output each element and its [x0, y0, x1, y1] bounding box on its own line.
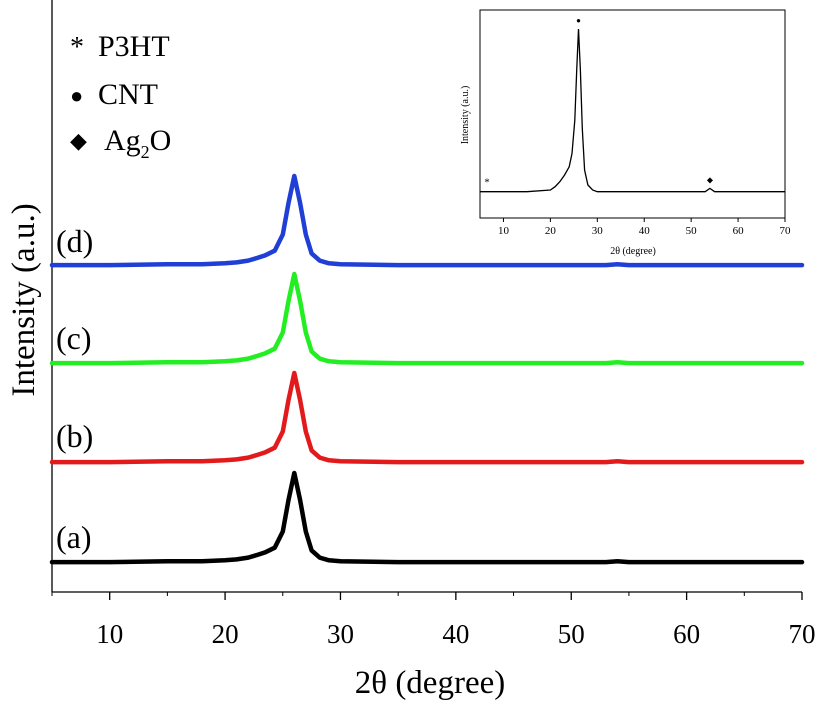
series-label-2: (b)	[56, 418, 93, 454]
series-line-2	[49, 370, 805, 465]
inset-peak-marker-1: *	[484, 177, 490, 189]
main-x-tick-label: 40	[442, 619, 469, 649]
series-label-3: (c)	[56, 320, 92, 356]
inset-x-tick-label: 70	[780, 225, 792, 237]
legend-label-ag2o: Ag2O	[104, 124, 171, 162]
inset-peak-marker-2: ●	[576, 16, 581, 25]
inset-x-tick-label: 50	[686, 225, 698, 237]
main-series-labels: (a) (b) (c) (d)	[56, 223, 93, 555]
series-line-3	[49, 271, 805, 366]
series-label-1: (a)	[56, 519, 92, 555]
legend-marker-ag2o: ◆	[70, 128, 87, 153]
legend-marker-p3ht: *	[70, 32, 84, 63]
inset-x-tick-label: 30	[592, 225, 604, 237]
inset-x-axis-label: 2θ (degree)	[610, 246, 656, 257]
series-label-4: (d)	[56, 223, 93, 259]
main-x-tick-label: 10	[96, 619, 123, 649]
inset-y-axis-label: Intensity (a.u.)	[460, 86, 471, 145]
legend-label-suffix: O	[150, 124, 172, 157]
inset-peak-marker-3: ◆	[707, 175, 714, 184]
inset-x-tick-label: 10	[498, 225, 510, 237]
main-series-group	[49, 173, 805, 565]
legend: * P3HT ● CNT ◆ Ag2O	[70, 30, 171, 162]
inset-plot: 10 20 30 40 50 60 70 * ● ◆ 2θ (degree) Intensity…	[460, 9, 791, 257]
inset-frame	[479, 9, 786, 219]
legend-label-ag: Ag	[104, 124, 141, 157]
inset-x-tick-label: 60	[733, 225, 745, 237]
legend-label-cnt: CNT	[98, 78, 158, 111]
legend-marker-cnt: ●	[70, 83, 83, 108]
inset-series-group	[480, 28, 785, 193]
main-x-tick-label: 60	[673, 619, 700, 649]
inset-x-tick-label: 40	[639, 225, 651, 237]
legend-label-p3ht: P3HT	[98, 30, 170, 63]
inset-series-line	[480, 28, 785, 193]
inset-x-ticks: 10 20 30 40 50 60 70	[498, 218, 791, 237]
series-line-1	[49, 470, 805, 565]
main-x-axis-label: 2θ (degree)	[355, 665, 505, 701]
main-x-tick-label: 70	[789, 619, 816, 649]
main-x-tick-label: 50	[558, 619, 585, 649]
main-x-tick-label: 20	[212, 619, 239, 649]
main-y-axis-label: Intensity (a.u.)	[6, 203, 42, 396]
legend-label-sub: 2	[141, 142, 150, 162]
inset-peak-markers: * ● ◆	[484, 16, 714, 189]
main-x-tick-label: 30	[327, 619, 354, 649]
inset-x-tick-label: 20	[545, 225, 557, 237]
series-line-4	[49, 173, 805, 268]
main-x-ticks: 10 20 30 40 50 60 70	[51, 592, 816, 649]
main-plot: 10 20 30 40 50 60 70 (a)(b)(c)(d) 2θ (degree) …	[6, 0, 816, 701]
